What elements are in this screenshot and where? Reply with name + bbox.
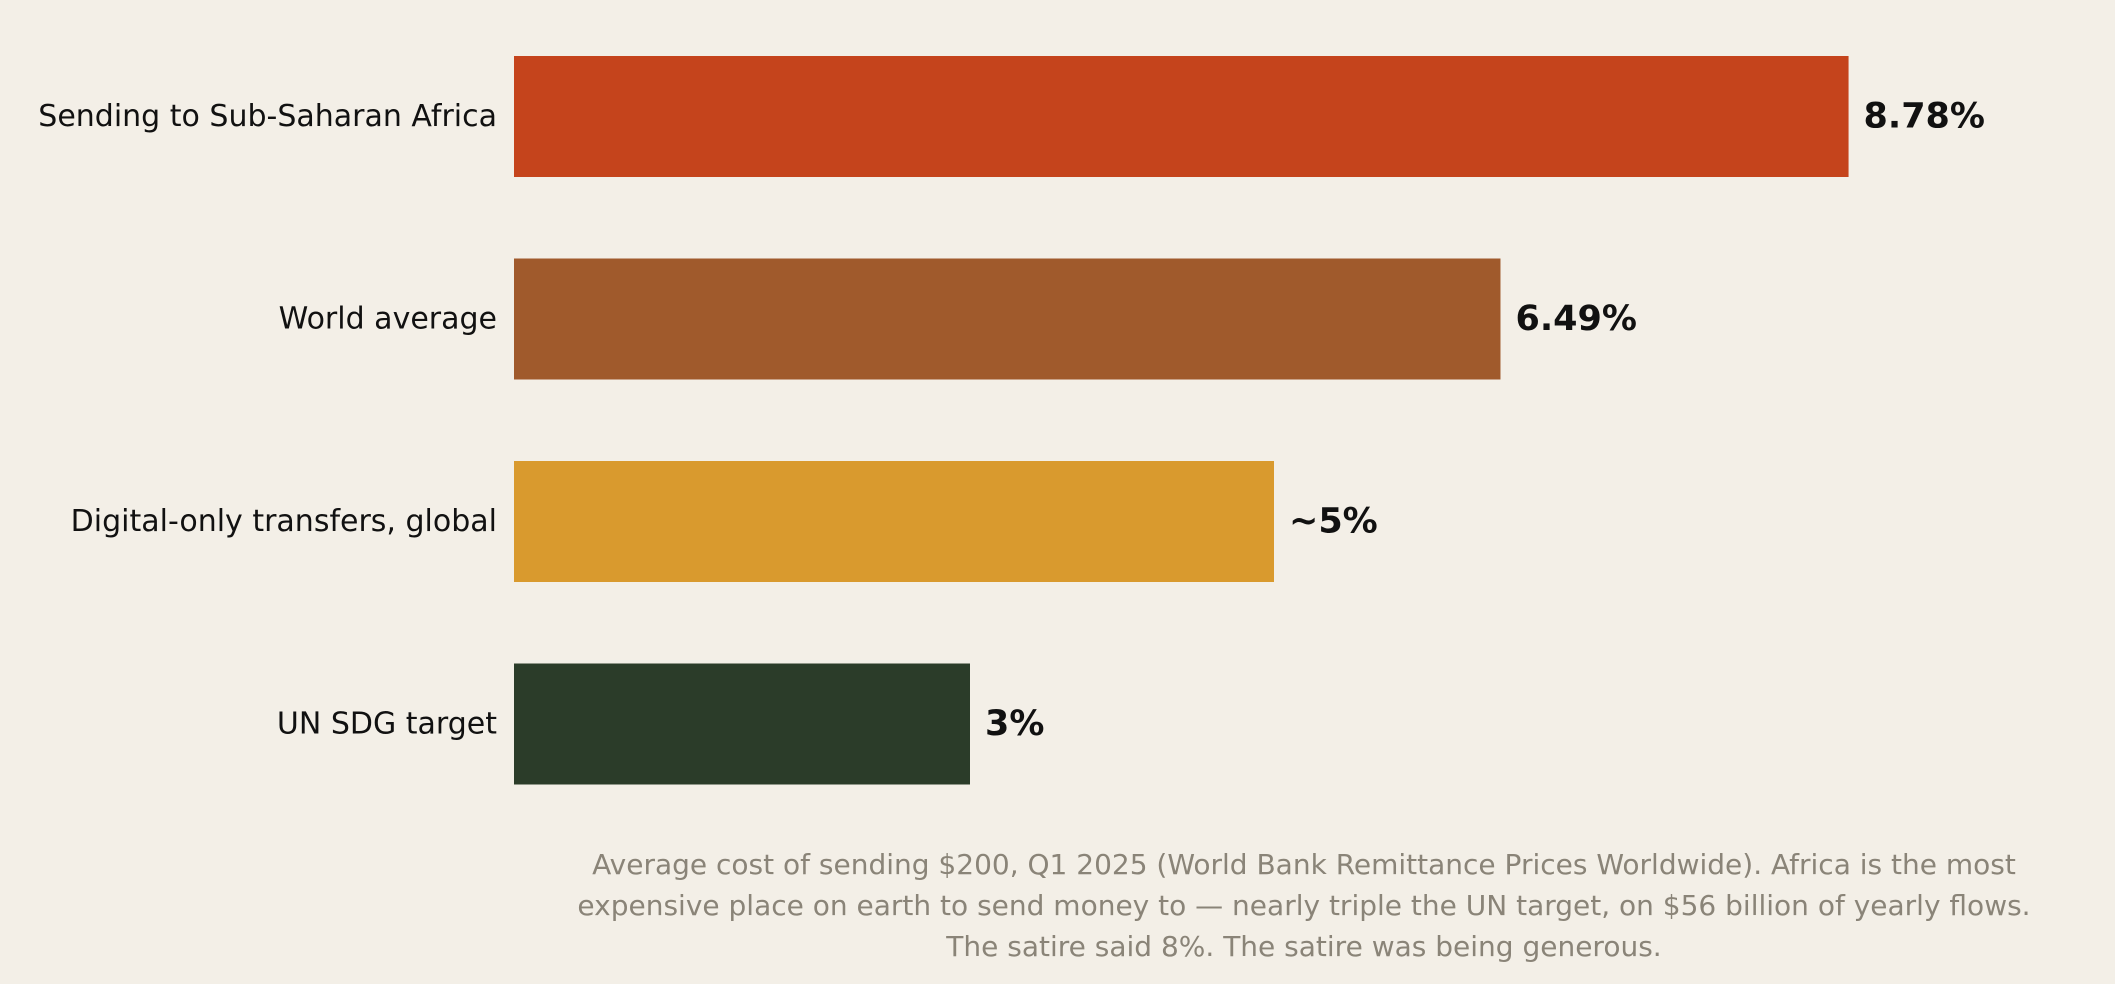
caption-line: The satire said 8%. The satire was being… — [946, 930, 1662, 963]
caption-line: expensive place on earth to send money t… — [577, 889, 2031, 922]
category-label: Digital-only transfers, global — [71, 504, 497, 539]
bar — [514, 461, 1274, 582]
category-label: World average — [279, 302, 497, 337]
bar — [514, 663, 970, 785]
category-label: Sending to Sub-Saharan Africa — [38, 99, 497, 134]
value-label: 8.78% — [1864, 97, 1985, 137]
value-label: ~5% — [1289, 502, 1378, 542]
bars-layer: Sending to Sub-Saharan Africa 8.78% World … — [38, 56, 1985, 785]
chart-caption: Average cost of sending $200, Q1 2025 (W… — [514, 844, 2094, 967]
category-label: UN SDG target — [277, 707, 497, 742]
value-label: 6.49% — [1515, 299, 1636, 339]
bar — [514, 56, 1849, 177]
bar — [514, 258, 1501, 380]
value-label: 3% — [985, 704, 1044, 744]
caption-line: Average cost of sending $200, Q1 2025 (W… — [592, 848, 2016, 881]
